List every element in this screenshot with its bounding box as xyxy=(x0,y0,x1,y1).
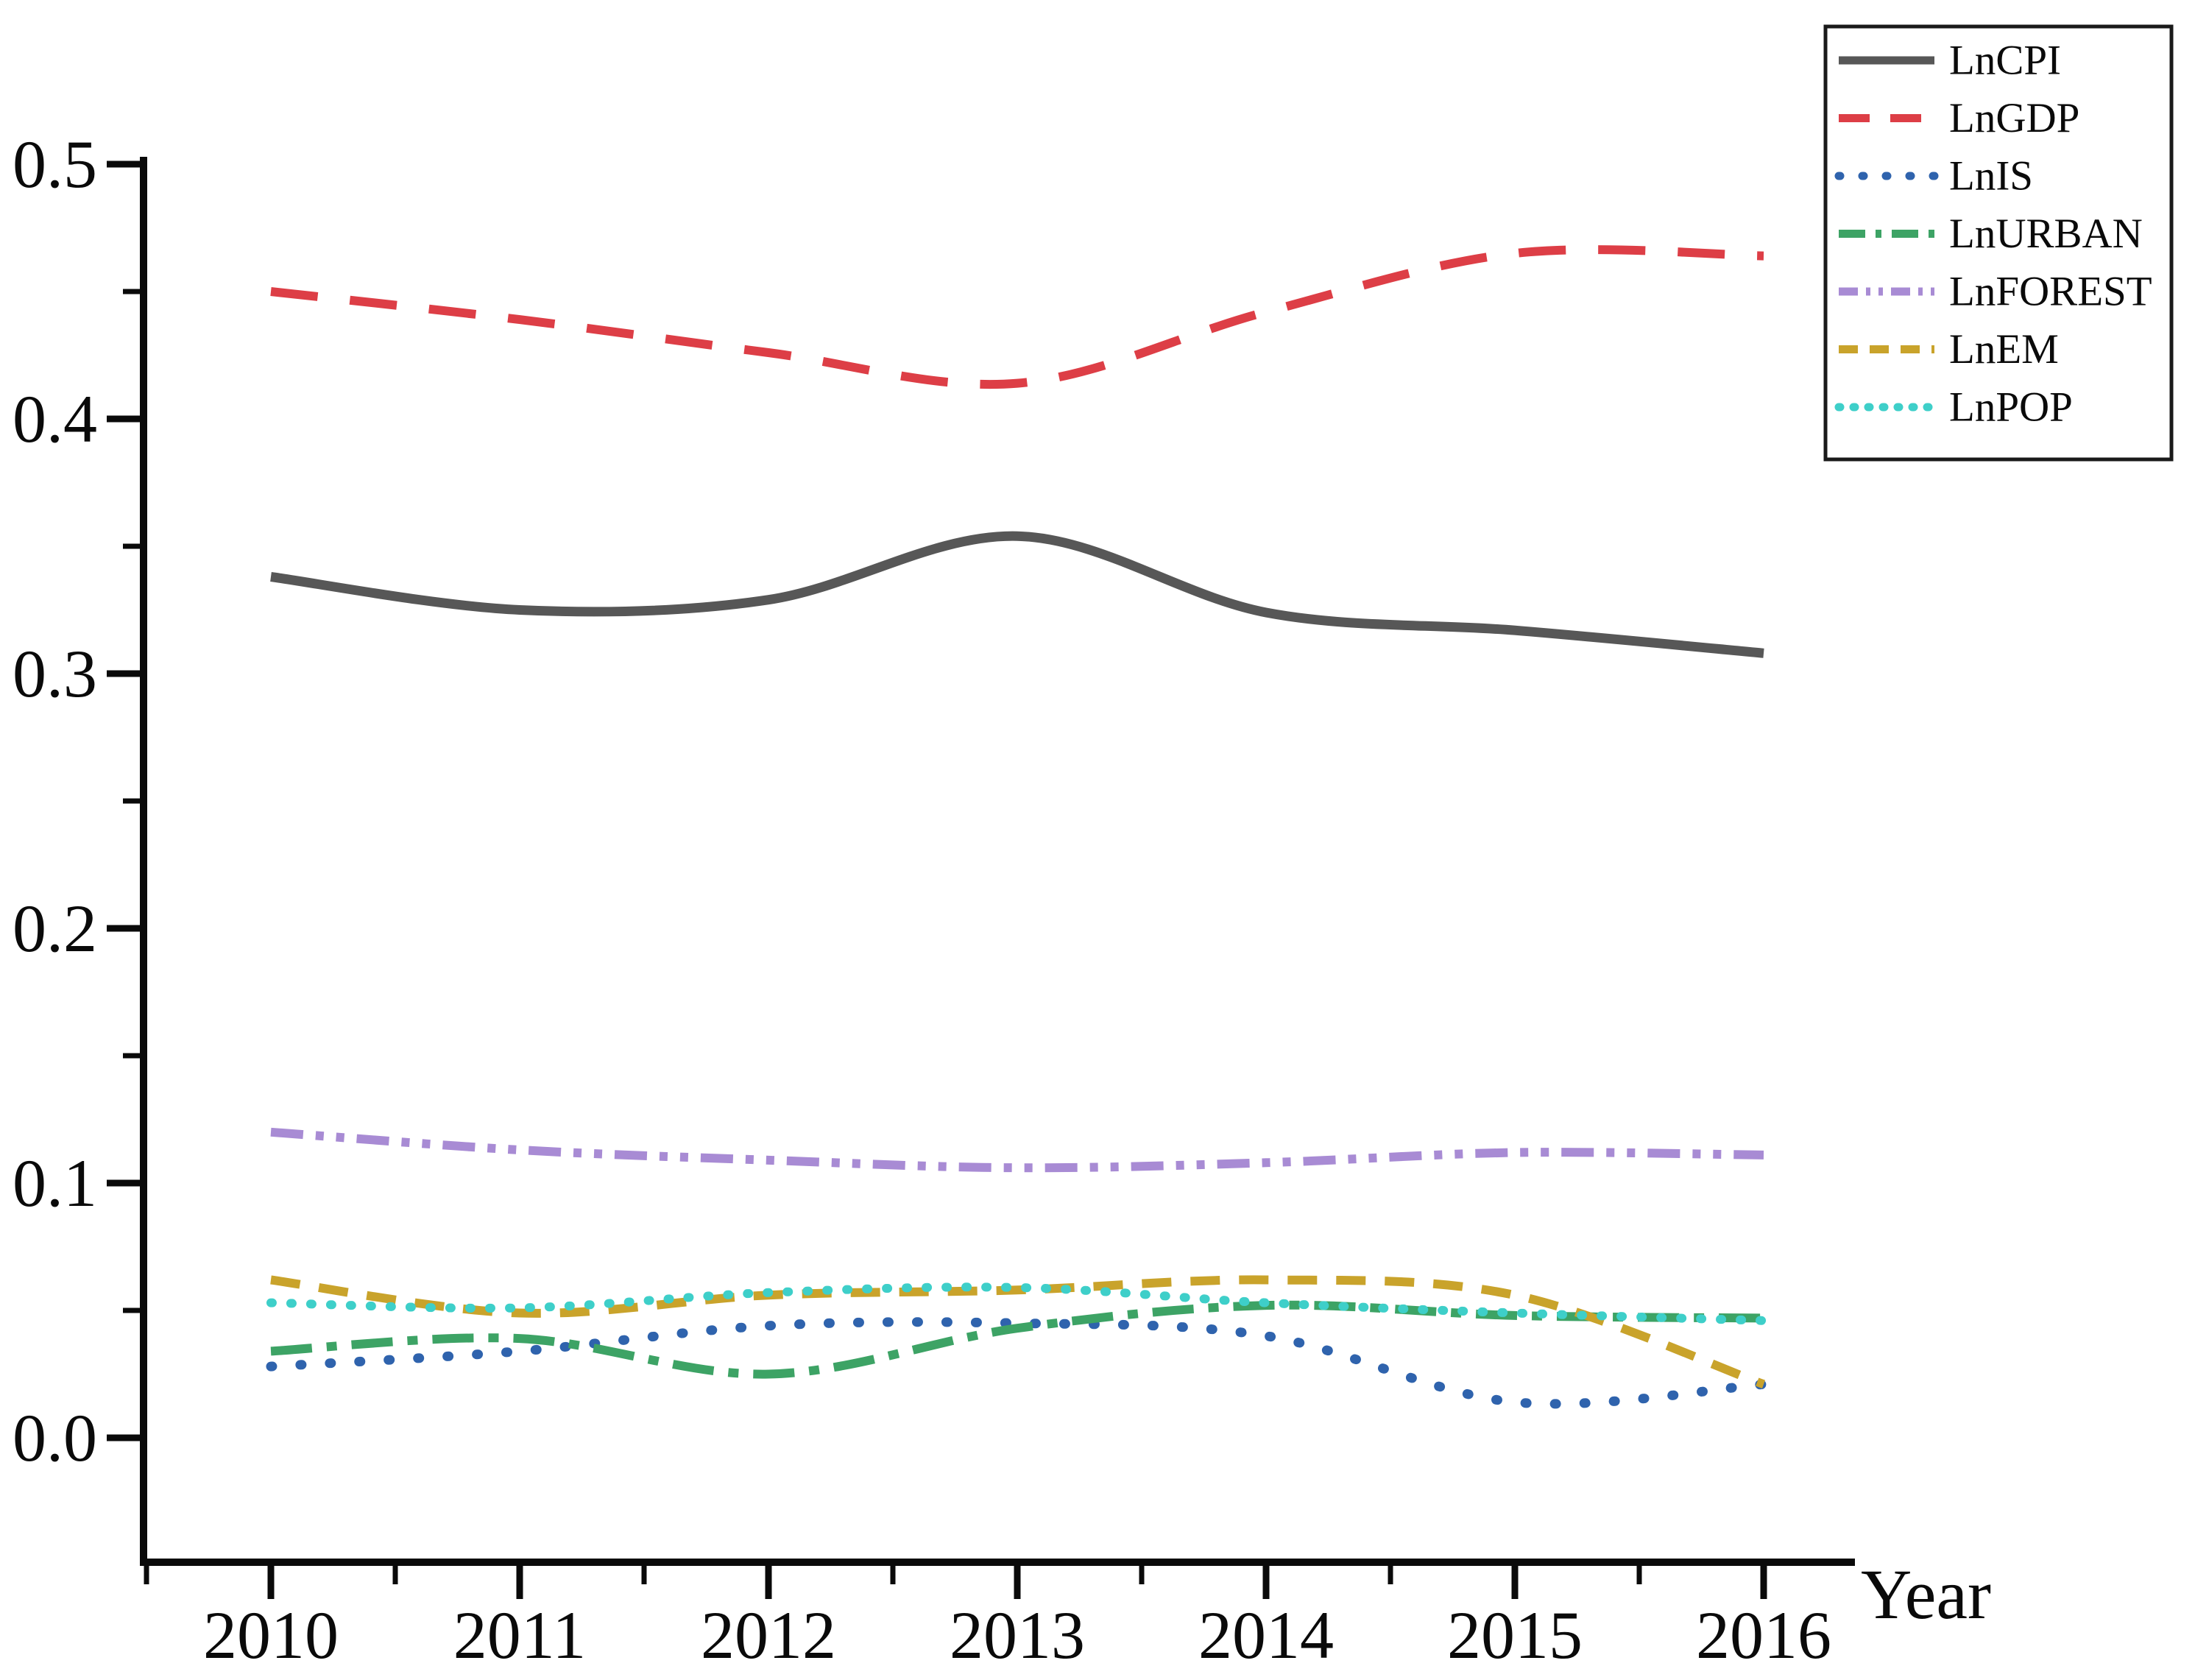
y-tick-label: 0.4 xyxy=(13,381,97,456)
y-tick-label: 0.1 xyxy=(13,1146,97,1221)
x-tick-label: 2015 xyxy=(1447,1598,1583,1673)
series-line-lncpi xyxy=(270,531,1764,658)
legend-item: LnEM xyxy=(1839,326,2059,373)
legend-label: LnFOREST xyxy=(1949,269,2152,315)
x-tick-label: 2016 xyxy=(1696,1598,1831,1673)
legend-label: LnPOP xyxy=(1949,384,2073,431)
x-tick-label: 2010 xyxy=(203,1598,339,1673)
x-tick-label: 2014 xyxy=(1198,1598,1334,1673)
y-tick-label: 0.5 xyxy=(13,127,97,202)
legend-label: LnIS xyxy=(1949,153,2033,200)
legend-item: LnGDP xyxy=(1839,95,2079,141)
x-tick-label: 2012 xyxy=(701,1598,836,1673)
x-tick-label: 2013 xyxy=(950,1598,1085,1673)
series-line-lngdp xyxy=(270,245,1764,389)
legend-label: LnCPI xyxy=(1949,38,2061,84)
legend-label: LnEM xyxy=(1949,326,2059,373)
y-tick-label: 0.3 xyxy=(13,636,97,711)
series-line-lnurban xyxy=(270,1300,1764,1379)
legend-box xyxy=(1823,24,2174,462)
legend-label: LnURBAN xyxy=(1949,211,2143,257)
legend: LnCPI LnGDP LnIS LnURBAN LnFOREST LnEM LnPOP xyxy=(1823,24,2174,462)
legend-item: LnCPI xyxy=(1839,38,2061,84)
legend-label: LnGDP xyxy=(1949,95,2079,141)
y-tick-label: 0.0 xyxy=(13,1400,97,1475)
legend-item: LnFOREST xyxy=(1839,269,2152,315)
legend-item: LnPOP xyxy=(1834,384,2073,431)
legend-item: LnIS xyxy=(1834,153,2033,200)
legend-item: LnURBAN xyxy=(1839,211,2143,257)
y-tick-label: 0.2 xyxy=(13,891,97,966)
x-tick-label: 2011 xyxy=(453,1598,587,1673)
series-line-lnem xyxy=(270,1275,1766,1388)
x-axis-title: Year xyxy=(1861,1555,1991,1634)
